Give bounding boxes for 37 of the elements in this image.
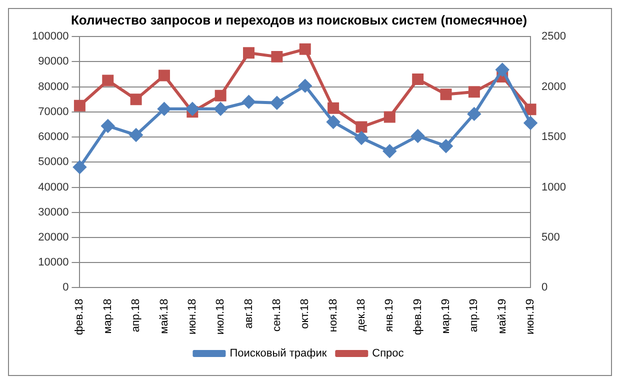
y-tick-label: 0 xyxy=(62,282,69,294)
y-tick-label: 80000 xyxy=(38,80,69,93)
y-tick-label: 30000 xyxy=(38,206,69,218)
y2-tick-label: 2500 xyxy=(542,30,566,43)
x-tick-label: мар.19 xyxy=(440,298,452,334)
x-tick-label: дек.18 xyxy=(356,298,368,332)
x-tick-label: май.18 xyxy=(158,298,170,334)
x-tick-label: ноя.18 xyxy=(327,298,340,332)
x-tick-label: фев.19 xyxy=(412,298,424,336)
x-tick-label: июн.18 xyxy=(186,298,198,334)
y-tick-label: 50000 xyxy=(38,156,69,168)
x-tick-label: апр.19 xyxy=(468,298,480,332)
y-tick-label: 10000 xyxy=(38,256,69,269)
y-tick-label: 100000 xyxy=(32,30,69,43)
y2-tick-label: 500 xyxy=(542,232,560,244)
x-tick-label: сен.18 xyxy=(270,298,283,332)
legend-label: Спрос xyxy=(372,348,404,360)
x-tick-label: мар.18 xyxy=(102,298,114,334)
y2-tick-label: 2000 xyxy=(542,80,566,93)
x-tick-label: фев.18 xyxy=(74,298,86,336)
y2-tick-label: 1500 xyxy=(542,131,566,144)
x-tick-label: июн.19 xyxy=(524,298,537,334)
x-tick-label: июл.18 xyxy=(214,298,227,335)
y2-tick-label: 0 xyxy=(542,282,548,294)
x-tick-label: авг.18 xyxy=(242,298,255,329)
y-tick-label: 60000 xyxy=(38,131,69,144)
y-tick-label: 70000 xyxy=(38,106,69,118)
y-tick-label: 40000 xyxy=(38,181,69,194)
chart-title: Количество запросов и переходов из поисковых систем (помесячное) xyxy=(70,12,528,28)
x-tick-label: май.19 xyxy=(496,298,508,334)
y-tick-label: 20000 xyxy=(38,232,69,244)
x-tick-label: янв.19 xyxy=(384,298,396,332)
legend-label: Поисковый трафик xyxy=(230,348,327,360)
y2-tick-label: 1000 xyxy=(542,181,566,194)
y-tick-label: 90000 xyxy=(38,56,69,68)
x-tick-label: апр.18 xyxy=(130,298,142,332)
x-tick-label: окт.18 xyxy=(299,298,312,329)
